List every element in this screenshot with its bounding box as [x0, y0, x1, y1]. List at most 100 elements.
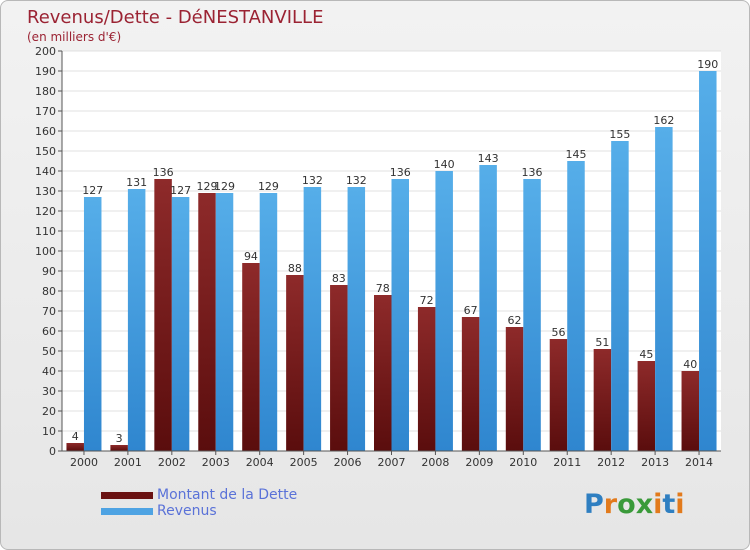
x-tick-label: 2014 — [685, 456, 713, 469]
data-label-dette: 78 — [376, 282, 390, 295]
x-tick-label: 2006 — [334, 456, 362, 469]
bar-revenus — [259, 193, 278, 451]
x-tick-label: 2004 — [246, 456, 274, 469]
y-tick-label: 40 — [42, 365, 56, 378]
legend-item-dette: Montant de la Dette — [101, 487, 297, 503]
data-label-revenus: 190 — [697, 58, 718, 71]
data-label-dette: 88 — [288, 262, 302, 275]
data-label-revenus: 132 — [346, 174, 367, 187]
x-tick-label: 2011 — [553, 456, 581, 469]
bar-revenus — [655, 127, 673, 451]
bar-dette — [66, 443, 84, 451]
y-tick-label: 110 — [35, 225, 56, 238]
bar-dette — [154, 179, 172, 451]
data-label-revenus: 162 — [653, 114, 674, 127]
x-tick-label: 2005 — [290, 456, 318, 469]
y-tick-label: 180 — [35, 85, 56, 98]
y-tick-label: 30 — [42, 385, 56, 398]
legend-item-revenus: Revenus — [101, 503, 297, 519]
y-tick-label: 60 — [42, 325, 56, 338]
logo-letter: x — [635, 489, 654, 520]
chart-subtitle: (en milliers d'€) — [27, 30, 122, 44]
data-label-revenus: 145 — [565, 148, 586, 161]
data-label-dette: 56 — [551, 326, 565, 339]
y-tick-label: 190 — [35, 65, 56, 78]
x-tick-label: 2012 — [597, 456, 625, 469]
y-tick-label: 130 — [35, 185, 56, 198]
logo-letter: t — [662, 489, 676, 520]
data-label-dette: 67 — [464, 304, 478, 317]
bar-dette — [417, 307, 436, 451]
data-label-revenus: 136 — [390, 166, 411, 179]
x-tick-label: 2008 — [421, 456, 449, 469]
bar-dette — [374, 295, 392, 451]
legend-swatch-revenus — [101, 507, 153, 515]
y-tick-label: 200 — [35, 45, 56, 58]
data-label-revenus: 131 — [126, 176, 147, 189]
bar-dette — [286, 275, 304, 451]
x-tick-label: 2001 — [114, 456, 142, 469]
bar-dette — [110, 445, 128, 451]
bars — [66, 71, 717, 451]
x-tick-label: 2007 — [378, 456, 406, 469]
bar-revenus — [215, 193, 234, 451]
bar-revenus — [523, 179, 541, 451]
x-tick-label: 2003 — [202, 456, 230, 469]
logo-letter: o — [617, 489, 636, 520]
logo-letter: r — [603, 489, 618, 520]
y-tick-label: 50 — [42, 345, 56, 358]
data-label-revenus: 129 — [214, 180, 235, 193]
x-tick-label: 2000 — [70, 456, 98, 469]
y-tick-label: 160 — [35, 125, 56, 138]
data-label-dette: 3 — [116, 432, 123, 445]
data-label-revenus: 140 — [434, 158, 455, 171]
bar-revenus — [171, 197, 190, 451]
y-tick-label: 170 — [35, 105, 56, 118]
y-tick-label: 80 — [42, 285, 56, 298]
bar-revenus — [127, 189, 146, 451]
data-label-revenus: 143 — [478, 152, 499, 165]
bar-dette — [242, 263, 260, 451]
y-tick-label: 100 — [35, 245, 56, 258]
bar-dette — [505, 327, 524, 451]
data-label-dette: 136 — [153, 166, 174, 179]
data-label-dette: 62 — [508, 314, 522, 327]
y-tick-label: 150 — [35, 145, 56, 158]
y-tick-label: 140 — [35, 165, 56, 178]
legend-swatch-dette — [101, 491, 153, 499]
bar-revenus — [699, 71, 717, 451]
data-label-dette: 51 — [595, 336, 609, 349]
y-tick-label: 70 — [42, 305, 56, 318]
y-axis: 0 10 20 30 40 50 60 70 80 90 100 110 120 130 140 150 160… — [35, 45, 63, 458]
logo-letter: i — [675, 489, 685, 520]
data-label-dette: 72 — [420, 294, 434, 307]
data-label-revenus: 155 — [609, 128, 630, 141]
legend-label-revenus: Revenus — [157, 503, 217, 519]
bar-dette — [461, 317, 480, 451]
proxiti-logo: Proxiti — [584, 489, 685, 520]
data-label-dette: 40 — [683, 358, 697, 371]
data-label-dette: 129 — [197, 180, 218, 193]
x-tick-label: 2013 — [641, 456, 669, 469]
bar-revenus — [611, 141, 629, 451]
data-label-revenus: 136 — [522, 166, 543, 179]
bar-dette — [593, 349, 612, 451]
x-tick-label: 2010 — [509, 456, 537, 469]
data-label-dette: 45 — [639, 348, 653, 361]
y-tick-label: 90 — [42, 265, 56, 278]
bar-dette — [637, 361, 656, 451]
bar-revenus — [435, 171, 453, 451]
bar-revenus — [83, 197, 102, 451]
data-label-dette: 94 — [244, 250, 258, 263]
logo-letter: P — [584, 489, 604, 520]
bar-revenus — [479, 165, 497, 451]
bar-revenus — [303, 187, 322, 451]
x-axis: 2000 2001 2002 2003 2004 2005 2006 2007 2008 2009… — [62, 450, 721, 469]
data-label-dette: 83 — [332, 272, 346, 285]
y-tick-label: 20 — [42, 405, 56, 418]
x-tick-label: 2002 — [158, 456, 186, 469]
bar-dette — [681, 371, 700, 451]
